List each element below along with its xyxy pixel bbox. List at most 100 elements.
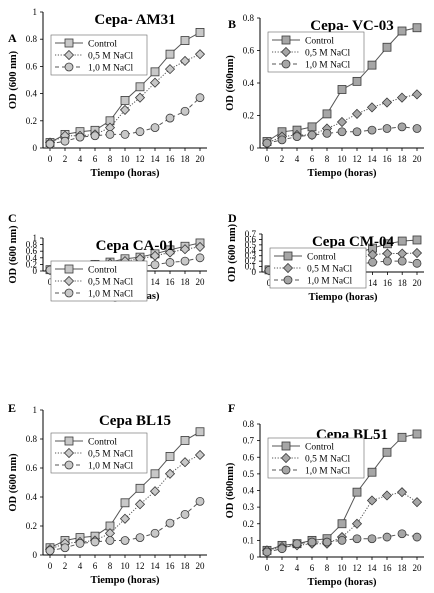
y-axis-label: OD (600 nm) <box>8 50 19 109</box>
legend-marker <box>64 460 74 470</box>
x-tick-label: 10 <box>338 154 348 164</box>
data-point <box>277 135 287 145</box>
data-point <box>411 89 423 100</box>
data-point <box>149 77 161 88</box>
y-axis-label: OD (600 nm) <box>227 223 238 282</box>
y-tick-label: 0.7 <box>245 229 257 239</box>
series-line <box>49 246 201 271</box>
legend-label: Control <box>88 266 117 276</box>
data-point <box>352 487 362 497</box>
data-point <box>396 92 408 103</box>
y-tick-label: 0.6 <box>26 246 38 256</box>
legend-marker <box>64 62 74 72</box>
data-point <box>397 529 407 539</box>
data-point <box>90 537 100 547</box>
x-tick-label: 6 <box>93 154 98 164</box>
x-tick-label: 10 <box>121 561 131 571</box>
y-tick-label: 0.4 <box>26 253 38 263</box>
x-axis-label: Tiempo (horas) <box>308 168 377 179</box>
y-tick-label: 0.8 <box>26 240 38 250</box>
legend-label: 1,0 M NaCl <box>305 467 350 477</box>
x-tick-label: 8 <box>325 154 330 164</box>
legend-label: 1,0 M NaCl <box>88 64 133 74</box>
data-point <box>180 256 190 266</box>
y-tick-label: 0.8 <box>26 34 38 44</box>
series-2 <box>45 496 205 556</box>
data-point <box>397 256 407 266</box>
y-tick-label: 0.6 <box>26 61 38 71</box>
x-tick-label: 12 <box>136 154 145 164</box>
legend-marker <box>63 49 75 61</box>
data-point <box>411 497 423 508</box>
y-tick-label: 0.6 <box>243 452 255 462</box>
legend-marker <box>64 436 74 446</box>
data-point <box>382 256 392 266</box>
x-tick-label: 4 <box>78 154 83 164</box>
y-tick-label: 0.4 <box>26 492 38 502</box>
data-point <box>75 539 85 548</box>
x-tick-label: 2 <box>280 563 285 573</box>
data-point <box>180 436 190 445</box>
x-tick-label: 18 <box>398 563 408 573</box>
legend-marker <box>64 264 74 274</box>
legend-label: 1,0 M NaCl <box>307 277 352 287</box>
x-tick-label: 2 <box>280 154 285 164</box>
panel-letter: D <box>228 211 237 225</box>
x-tick-label: 8 <box>325 563 330 573</box>
data-point <box>307 537 317 547</box>
data-point <box>307 130 317 140</box>
data-point <box>352 534 362 544</box>
data-point <box>366 495 378 506</box>
series-1 <box>261 89 423 149</box>
x-tick-label: 0 <box>265 154 270 164</box>
legend-marker <box>280 452 292 464</box>
legend-label: 0,5 M NaCl <box>88 52 133 62</box>
data-point <box>75 132 85 142</box>
data-point <box>179 244 191 255</box>
x-tick-label: 12 <box>353 154 362 164</box>
chart-panel-f: F00.10.20.30.40.50.60.70.80 2 4 6 8 10 12 14 16 1… <box>225 401 424 588</box>
legend-label: 0,5 M NaCl <box>305 49 350 59</box>
data-point <box>352 76 362 86</box>
y-tick-label: 0.2 <box>26 259 37 269</box>
y-tick-label: 0.1 <box>245 262 256 272</box>
data-point <box>277 544 287 554</box>
data-point <box>164 247 176 258</box>
data-point <box>195 27 205 37</box>
y-tick-label: 0.4 <box>245 245 257 255</box>
x-tick-label: 16 <box>383 563 393 573</box>
series-line <box>266 533 418 553</box>
data-point <box>179 457 191 468</box>
data-point <box>367 60 377 70</box>
data-point <box>382 42 392 52</box>
legend-label: Control <box>88 438 117 448</box>
data-point <box>60 543 70 553</box>
y-tick-label: 1 <box>33 405 38 415</box>
data-point <box>60 136 70 146</box>
data-point <box>149 250 161 261</box>
data-point <box>368 257 378 267</box>
data-point <box>397 26 407 36</box>
x-tick-label: 4 <box>295 563 300 573</box>
data-point <box>382 124 392 133</box>
x-tick-label: 20 <box>413 154 423 164</box>
chart-panel-d: D00.10.20.30.40.50.60.702468101214161820… <box>227 211 424 303</box>
data-point <box>165 258 175 267</box>
y-tick-label: 0.8 <box>243 419 255 429</box>
y-axis-label: OD (600nm) <box>225 462 236 518</box>
data-point <box>180 36 190 45</box>
data-point <box>149 486 161 497</box>
data-point <box>262 547 272 557</box>
legend-label: 0,5 M NaCl <box>88 278 133 288</box>
legend-label: 0,5 M NaCl <box>88 450 133 460</box>
x-tick-label: 16 <box>166 561 176 571</box>
data-point <box>397 248 408 259</box>
data-point <box>150 469 160 479</box>
series-line <box>266 491 418 551</box>
data-point <box>119 104 131 115</box>
y-tick-label: 0.6 <box>245 234 257 244</box>
x-tick-label: 2 <box>63 154 68 164</box>
x-tick-label: 18 <box>181 561 191 571</box>
